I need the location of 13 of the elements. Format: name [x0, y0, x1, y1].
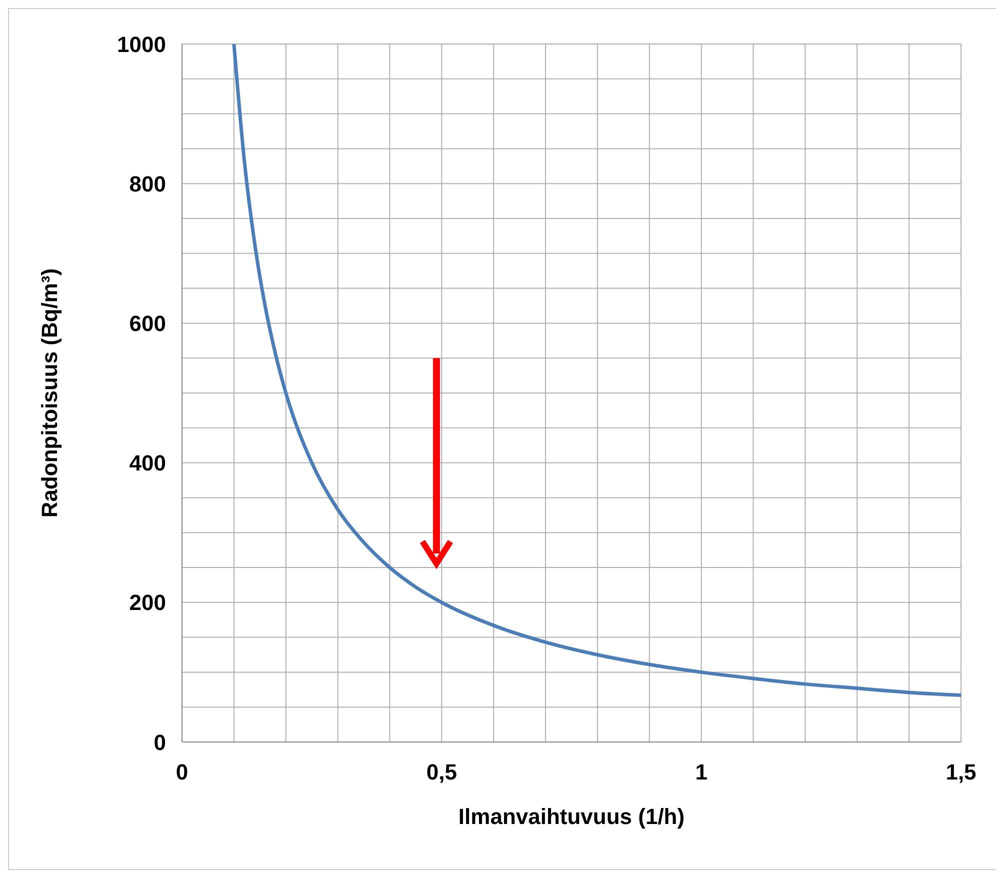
y-tick-label: 1000 — [117, 32, 166, 57]
y-axis-title: Radonpitoisuus (Bq/m³) — [36, 268, 62, 518]
x-tick-label: 0 — [176, 760, 188, 785]
y-tick-label: 400 — [129, 450, 166, 476]
y-tick-label: 600 — [129, 311, 166, 336]
x-tick-label: 1 — [695, 760, 708, 785]
y-tick-label: 200 — [129, 590, 166, 616]
y-tick-label: 0 — [154, 730, 166, 755]
x-axis-title: Ilmanvaihtuvuus (1/h) — [458, 804, 685, 829]
x-tick-label: 0,5 — [426, 760, 457, 785]
x-tick-label: 1,5 — [946, 760, 976, 785]
y-tick-label: 800 — [129, 171, 166, 196]
line-series — [232, 44, 961, 697]
